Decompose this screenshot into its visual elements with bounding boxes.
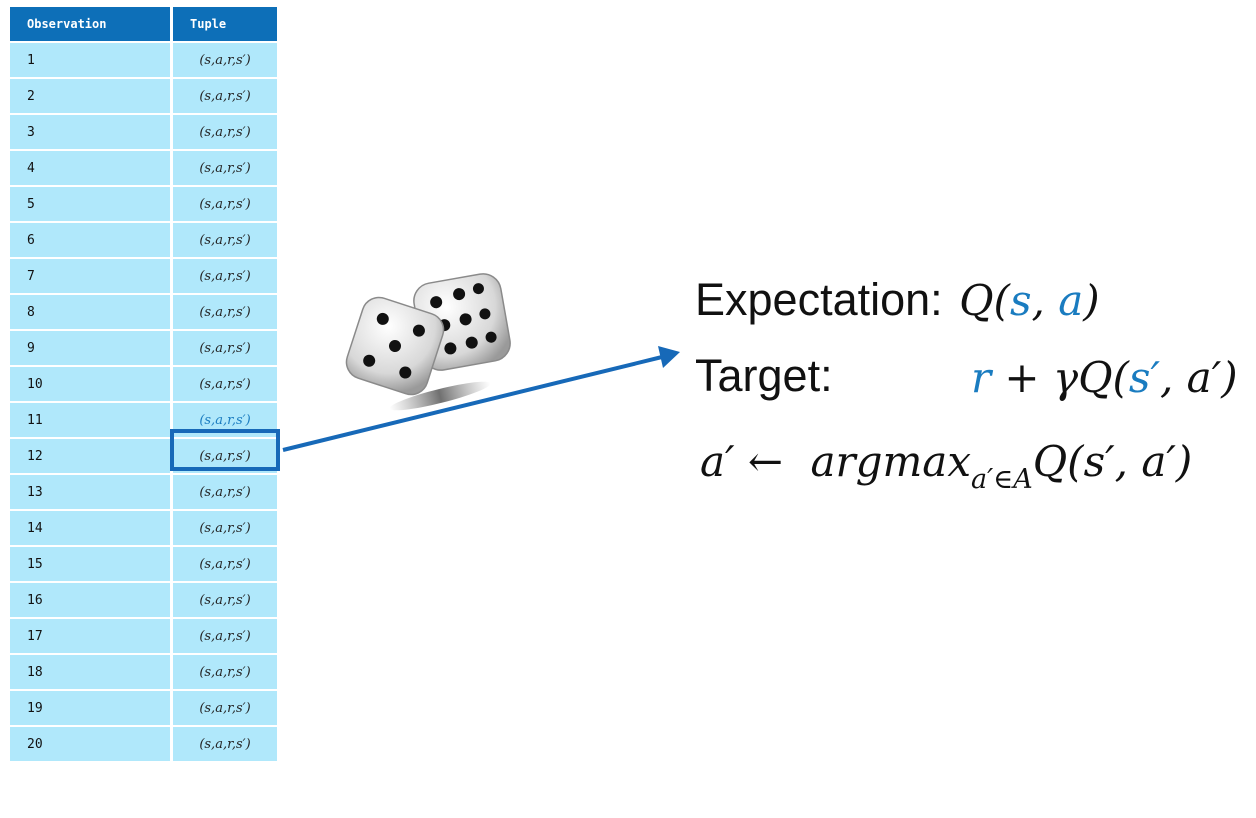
header-tuple: Tuple [173, 7, 277, 41]
observation-cell: 10 [10, 367, 170, 401]
table-row: 17 (s,a,r,s′) [10, 619, 277, 653]
tuple-cell: (s,a,r,s′) [173, 655, 277, 689]
table-row: 10 (s,a,r,s′) [10, 367, 277, 401]
action-rule-lhs: a′ ← [700, 437, 797, 486]
table-row: 13 (s,a,r,s′) [10, 475, 277, 509]
observation-cell: 8 [10, 295, 170, 329]
tuple-cell: (s,a,r,s′) [173, 259, 277, 293]
tuple-cell: (s,a,r,s′) [173, 79, 277, 113]
table-row: 4 (s,a,r,s′) [10, 151, 277, 185]
tuple-cell: (s,a,r,s′) [173, 511, 277, 545]
observation-cell: 6 [10, 223, 170, 257]
table-row: 7 (s,a,r,s′) [10, 259, 277, 293]
tuple-cell: (s,a,r,s′) [173, 115, 277, 149]
tuple-cell: (s,a,r,s′) [173, 223, 277, 257]
observation-cell: 15 [10, 547, 170, 581]
observation-cell: 17 [10, 619, 170, 653]
table-row: 3 (s,a,r,s′) [10, 115, 277, 149]
table-row: 1 (s,a,r,s′) [10, 43, 277, 77]
expectation-line: Expectation: Q(s, a) [695, 274, 1100, 326]
table-row: 19 (s,a,r,s′) [10, 691, 277, 725]
table-row: 20 (s,a,r,s′) [10, 727, 277, 761]
observation-cell: 5 [10, 187, 170, 221]
target-label: Target: [695, 350, 833, 401]
action-rule-formula: a′ ← argmaxa′∈AQ(s′, a′) [700, 437, 1193, 495]
tuple-cell: (s,a,r,s′) [173, 691, 277, 725]
state-symbol: s [1009, 276, 1032, 325]
table-header-row: Observation Tuple [10, 7, 277, 41]
replay-buffer-table: Observation Tuple 1 (s,a,r,s′) 2 (s,a,r,s′)… [7, 5, 280, 763]
action-symbol: a [1058, 276, 1084, 325]
tuple-cell: (s,a,r,s′) [173, 151, 277, 185]
target-formula: r + γQ(s′, a′) [971, 353, 1238, 402]
observation-cell: 7 [10, 259, 170, 293]
table-row: 9 (s,a,r,s′) [10, 331, 277, 365]
observation-cell: 4 [10, 151, 170, 185]
tuple-cell: (s,a,r,s′) [173, 367, 277, 401]
observation-cell: 20 [10, 727, 170, 761]
tuple-cell: (s,a,r,s′) [173, 547, 277, 581]
observation-cell: 14 [10, 511, 170, 545]
tuple-cell: (s,a,r,s′) [173, 331, 277, 365]
q-close: ) [1083, 276, 1100, 325]
observation-cell: 9 [10, 331, 170, 365]
header-observation: Observation [10, 7, 170, 41]
expectation-formula: Q(s, a) [959, 276, 1100, 325]
table-row: 8 (s,a,r,s′) [10, 295, 277, 329]
q-open: Q( [959, 276, 1010, 325]
table-row: 15 (s,a,r,s′) [10, 547, 277, 581]
observation-cell: 2 [10, 79, 170, 113]
table-row: 18 (s,a,r,s′) [10, 655, 277, 689]
argmax-subscript: a′∈A [971, 464, 1033, 495]
next-action-tail: , a′) [1159, 353, 1238, 402]
expectation-label: Expectation: [695, 274, 943, 325]
reward-symbol: r [971, 353, 992, 402]
target-line: Target: [695, 350, 833, 402]
tuple-cell: (s,a,r,s′) [173, 475, 277, 509]
next-state-symbol: s′ [1128, 353, 1160, 402]
action-rule-rhs: Q(s′, a′) [1032, 437, 1193, 486]
table-row: 16 (s,a,r,s′) [10, 583, 277, 617]
arrow-icon [282, 346, 680, 452]
observation-cell: 19 [10, 691, 170, 725]
tuple-cell: (s,a,r,s′) [173, 727, 277, 761]
observation-cell: 3 [10, 115, 170, 149]
tuple-cell: (s,a,r,s′) [173, 583, 277, 617]
observation-cell: 11 [10, 403, 170, 437]
tuple-cell: (s,a,r,s′) [173, 295, 277, 329]
gamma-q: + γQ( [991, 353, 1129, 402]
tuple-cell: (s,a,r,s′) [173, 187, 277, 221]
comma: , [1031, 276, 1059, 325]
tuple-cell: (s,a,r,s′) [173, 619, 277, 653]
argmax-text: argmax [810, 437, 972, 486]
observation-cell: 13 [10, 475, 170, 509]
observation-cell: 1 [10, 43, 170, 77]
table-row: 6 (s,a,r,s′) [10, 223, 277, 257]
sampled-tuple-highlight [170, 429, 280, 471]
table-row: 5 (s,a,r,s′) [10, 187, 277, 221]
table-row: 14 (s,a,r,s′) [10, 511, 277, 545]
table-row: 2 (s,a,r,s′) [10, 79, 277, 113]
dice-icon [345, 273, 511, 411]
observation-cell: 12 [10, 439, 170, 473]
observation-cell: 16 [10, 583, 170, 617]
tuple-cell: (s,a,r,s′) [173, 43, 277, 77]
observation-cell: 18 [10, 655, 170, 689]
